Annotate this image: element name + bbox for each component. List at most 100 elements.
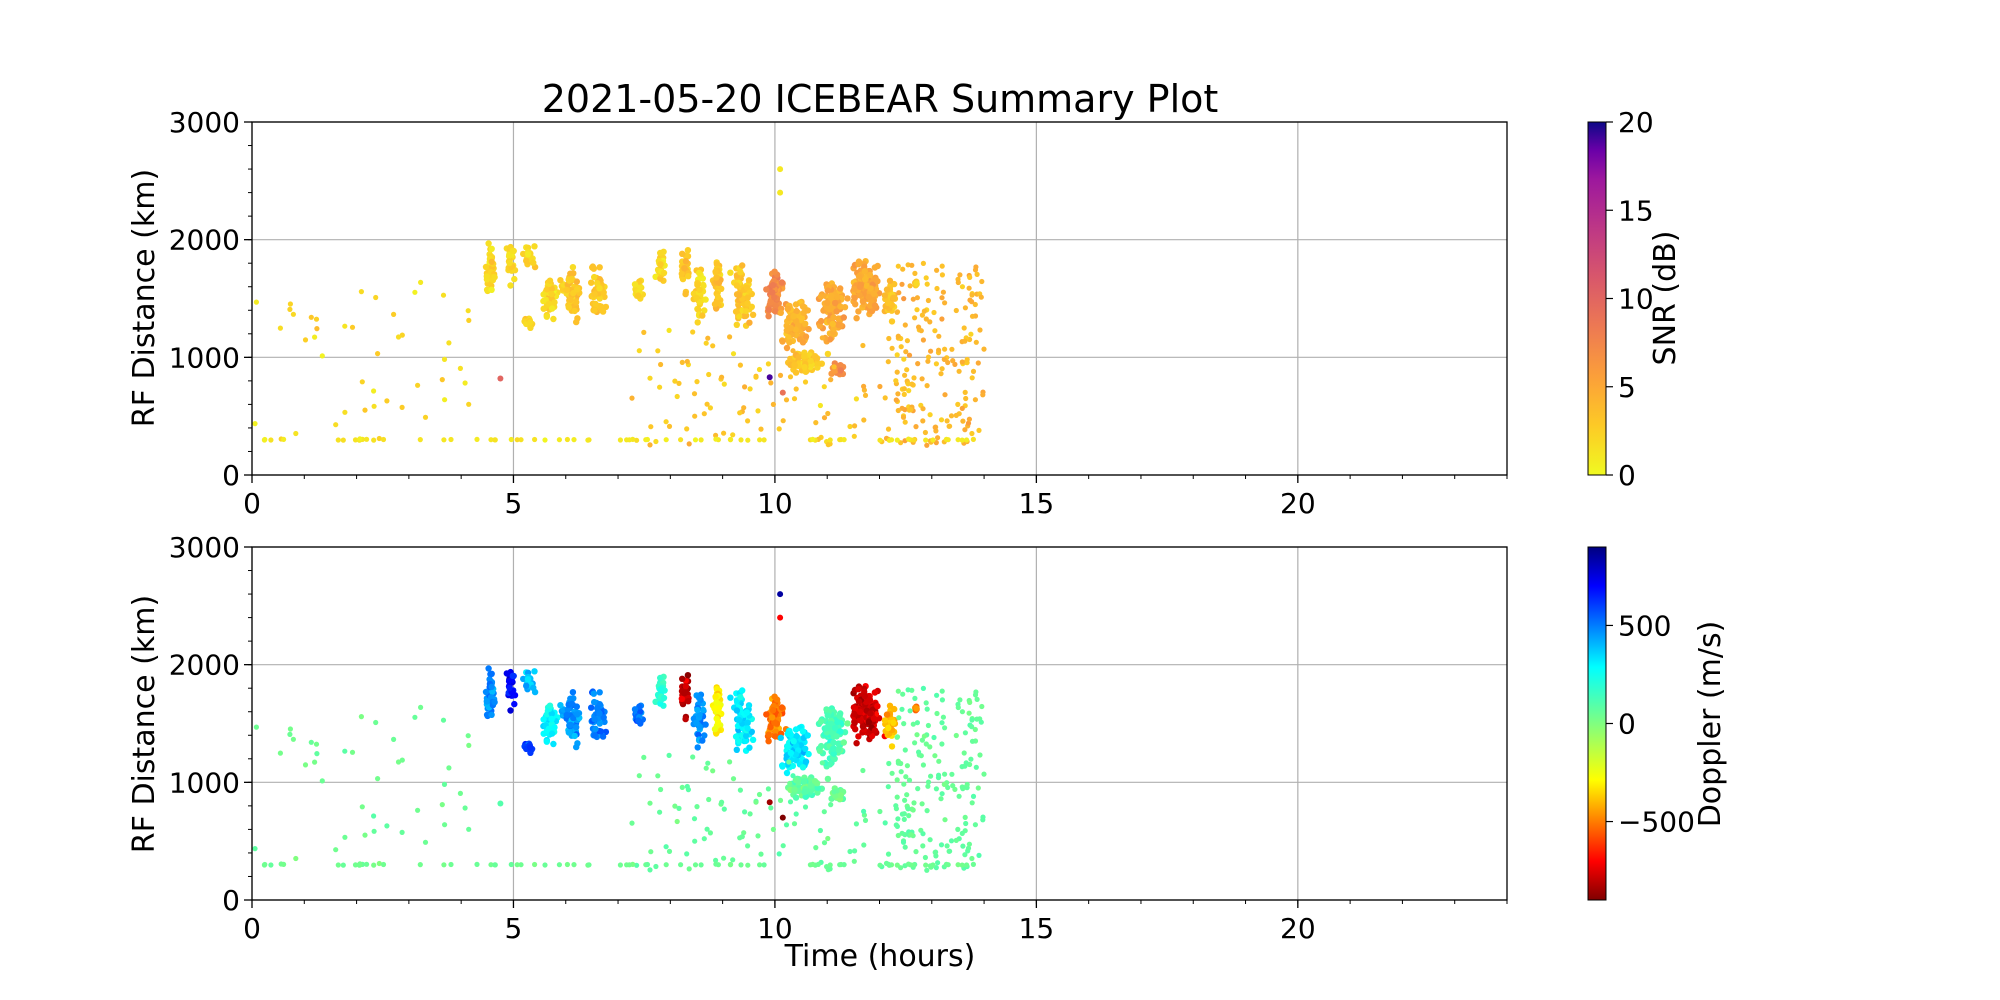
doppler-data-point — [727, 862, 734, 868]
snr-data-point — [787, 355, 793, 361]
snr-data-point — [779, 338, 786, 345]
snr-data-point — [829, 320, 836, 328]
snr-data-point — [885, 426, 892, 432]
doppler-data-point — [302, 762, 309, 768]
snr-data-point — [685, 273, 692, 280]
figure-title: 2021-05-20 ICEBEAR Summary Plot — [542, 77, 1219, 121]
doppler-data-point — [268, 862, 274, 868]
snr-data-point — [573, 318, 580, 326]
doppler-data-point — [787, 749, 795, 757]
snr-data-point — [482, 263, 490, 271]
doppler-data-point — [861, 693, 868, 700]
doppler-data-point — [312, 759, 318, 765]
doppler-data-point — [333, 847, 339, 853]
snr-data-point — [893, 397, 899, 403]
snr-data-point — [636, 348, 642, 354]
snr-data-point — [763, 286, 770, 293]
doppler-data-point — [844, 720, 851, 727]
snr-data-point — [488, 258, 495, 265]
doppler-data-point — [821, 840, 828, 846]
doppler-data-point — [556, 862, 563, 868]
doppler-data-point — [950, 783, 956, 789]
doppler-data-point — [874, 703, 881, 710]
doppler-data-point — [448, 861, 454, 868]
snr-data-point — [859, 298, 867, 305]
snr-data-point — [938, 371, 944, 377]
snr-data-point — [588, 279, 595, 286]
doppler-colorbar-strip — [1587, 546, 1607, 901]
doppler-data-point — [679, 784, 685, 791]
doppler-data-point — [594, 705, 601, 712]
snr-colorbar-ticks: 0 5 10 15 20 — [1606, 106, 1654, 492]
snr-data-point — [855, 261, 862, 268]
snr-y-tick-label: 3000 — [169, 106, 240, 139]
doppler-y-tick-label: 0 — [222, 884, 240, 917]
snr-data-point — [771, 268, 778, 275]
doppler-data-point — [712, 693, 719, 700]
snr-data-point — [466, 317, 472, 323]
doppler-data-point — [629, 820, 635, 826]
doppler-data-point — [780, 843, 786, 849]
doppler-data-point — [835, 746, 842, 753]
snr-data-point — [506, 259, 513, 267]
doppler-data-point — [959, 784, 965, 790]
snr-data-point — [540, 291, 547, 298]
doppler-data-point — [973, 764, 979, 770]
doppler-data-point — [557, 702, 564, 709]
doppler-data-point — [783, 769, 791, 777]
doppler-data-point — [532, 861, 538, 868]
snr-data-point — [802, 320, 809, 327]
doppler-data-point — [693, 719, 700, 726]
snr-x-tick-label: 10 — [757, 487, 793, 520]
doppler-data-point — [506, 684, 513, 692]
doppler-data-point — [862, 817, 869, 824]
doppler-data-point — [290, 736, 296, 742]
doppler-data-point — [701, 732, 708, 739]
snr-data-point — [925, 297, 932, 304]
snr-data-point — [825, 410, 831, 417]
snr-data-point — [904, 367, 910, 373]
snr-data-point — [373, 294, 379, 301]
snr-data-point — [253, 299, 259, 305]
doppler-data-point — [384, 823, 390, 829]
doppler-data-point — [947, 848, 953, 854]
doppler-data-point — [359, 804, 365, 810]
snr-data-point — [597, 303, 605, 310]
doppler-data-point — [972, 822, 979, 828]
snr-data-point — [545, 300, 553, 307]
doppler-data-point — [543, 711, 551, 718]
doppler-data-point — [923, 741, 929, 747]
snr-data-point — [942, 392, 948, 398]
snr-data-point — [914, 295, 921, 301]
doppler-data-point — [747, 811, 753, 817]
snr-data-point — [861, 417, 867, 423]
doppler-data-point — [969, 724, 975, 730]
doppler-data-point — [824, 712, 831, 719]
doppler-data-point — [509, 672, 516, 680]
doppler-data-point — [727, 759, 733, 765]
snr-data-point — [647, 442, 653, 448]
doppler-data-point — [439, 802, 445, 808]
snr-data-point — [801, 353, 808, 360]
doppler-data-point — [807, 782, 814, 790]
snr-colorbar-strip — [1587, 121, 1607, 476]
snr-data-point — [352, 437, 359, 443]
snr-data-point — [899, 405, 905, 411]
doppler-data-point — [767, 724, 774, 731]
snr-data-point — [821, 384, 827, 390]
doppler-data-point — [930, 862, 936, 868]
snr-data-point — [508, 436, 514, 443]
snr-data-point — [856, 291, 863, 299]
snr-data-point — [837, 367, 844, 374]
doppler-data-point — [877, 808, 883, 815]
doppler-data-point — [681, 690, 688, 697]
doppler-data-point — [704, 826, 710, 832]
doppler-data-point — [955, 826, 961, 833]
doppler-data-point — [768, 805, 774, 811]
doppler-data-point — [941, 781, 947, 788]
doppler-data-point — [488, 862, 494, 868]
doppler-data-point — [921, 733, 928, 739]
doppler-data-point — [918, 753, 924, 759]
doppler-data-point — [342, 748, 348, 754]
snr-data-point — [948, 413, 955, 419]
